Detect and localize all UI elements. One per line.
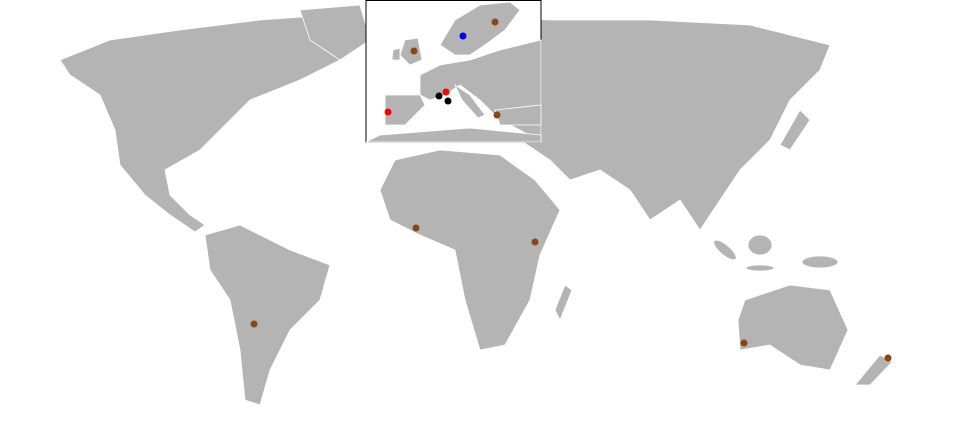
sumatra [713,239,737,261]
italy [454,83,486,119]
site-marker [442,88,450,96]
new-guinea [801,255,839,269]
south-america [204,224,331,406]
site-marker [740,339,748,347]
site-marker [491,18,499,26]
australia [737,284,849,371]
site-marker [459,32,467,40]
ireland [391,47,401,61]
site-marker [412,224,420,232]
site-marker [435,92,443,100]
site-marker [444,97,452,105]
europe-inset [365,0,542,143]
scandinavia [439,1,521,56]
site-marker [410,47,418,55]
site-marker [531,238,539,246]
borneo [747,234,773,256]
north-africa [365,127,542,143]
site-marker [884,354,892,362]
iberia [384,94,426,126]
madagascar [554,284,573,321]
turkey [494,104,542,126]
japan [779,109,811,151]
north-america [59,14,361,233]
site-marker [250,320,258,328]
site-marker [493,111,501,119]
site-marker [384,108,392,116]
africa [379,149,561,351]
site-markers [250,18,892,362]
java [745,264,775,272]
greenland [299,4,371,61]
